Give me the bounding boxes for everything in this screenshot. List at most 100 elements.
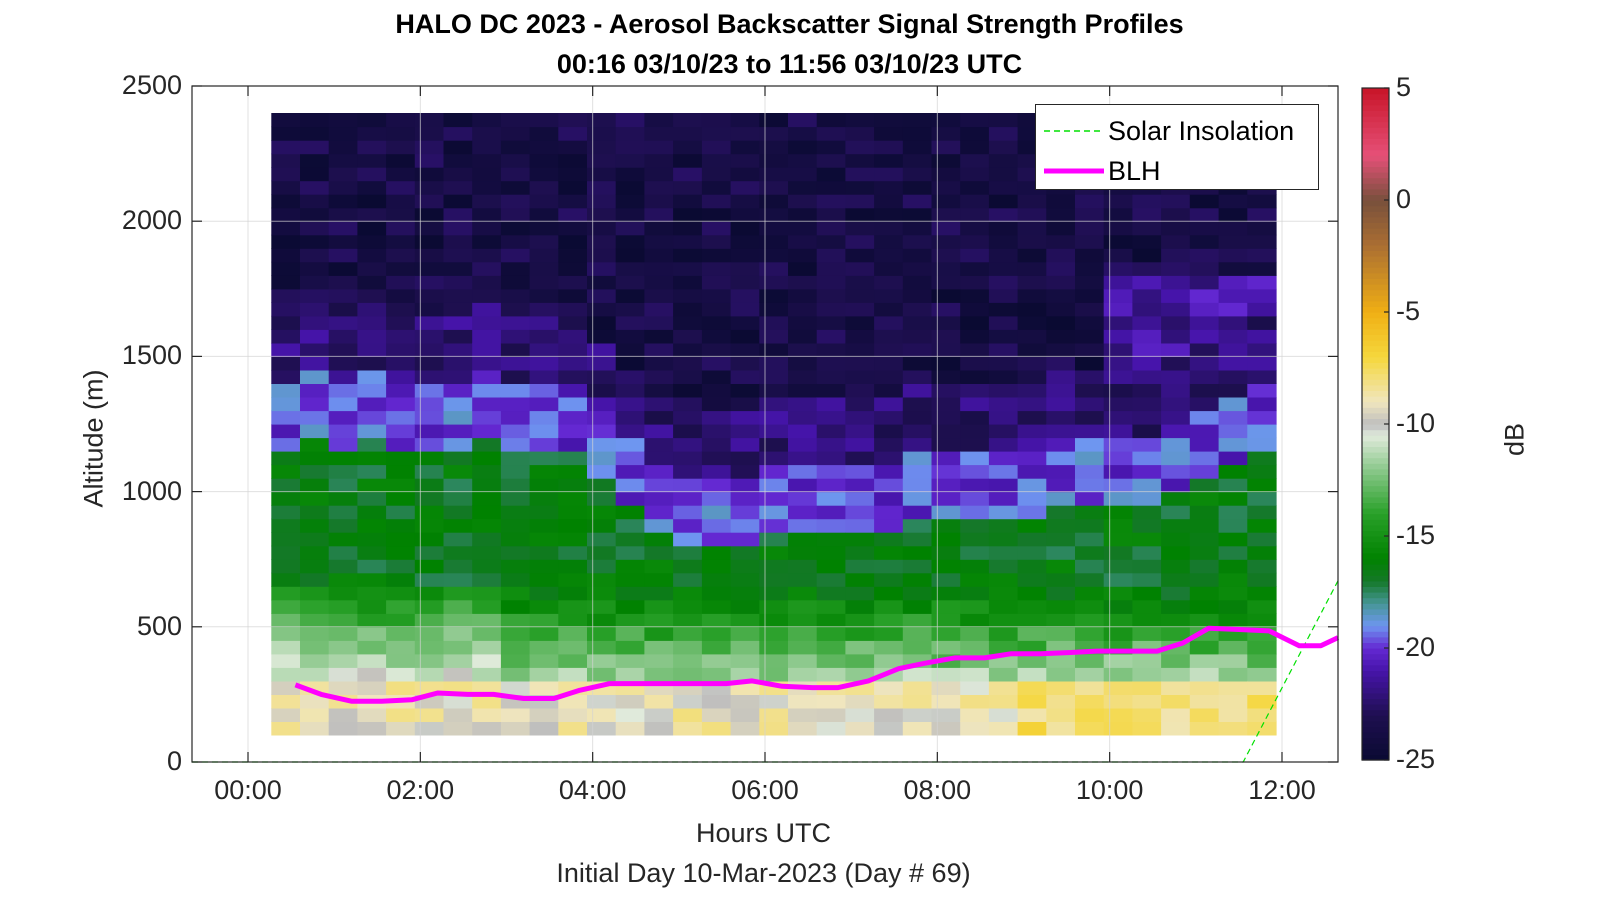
heatmap-cell xyxy=(1103,478,1133,493)
heatmap-cell xyxy=(271,397,301,412)
heatmap-cell xyxy=(673,451,703,466)
heatmap-cell xyxy=(615,640,645,655)
heatmap-cell xyxy=(644,261,674,276)
heatmap-cell xyxy=(271,167,301,182)
heatmap-cell xyxy=(615,234,645,249)
heatmap-cell xyxy=(1218,275,1248,290)
colorbar-segment xyxy=(1362,121,1389,128)
heatmap-cell xyxy=(615,424,645,439)
colorbar-segment xyxy=(1362,328,1389,335)
heatmap-cell xyxy=(845,261,875,276)
heatmap-cell xyxy=(1017,707,1047,722)
heatmap-cell xyxy=(673,559,703,574)
heatmap-cell xyxy=(414,572,445,587)
heatmap-cell xyxy=(960,437,990,452)
heatmap-cell xyxy=(845,491,875,506)
heatmap-cell xyxy=(902,505,933,520)
heatmap-cell xyxy=(472,707,502,722)
heatmap-cell xyxy=(988,261,1019,276)
heatmap-cell xyxy=(644,369,674,384)
heatmap-cell xyxy=(357,180,387,195)
heatmap-cell xyxy=(328,667,358,682)
heatmap-cell xyxy=(730,613,760,628)
heatmap-cell xyxy=(1075,694,1105,709)
heatmap-cell xyxy=(673,275,703,290)
heatmap-cell xyxy=(960,505,990,520)
heatmap-cell xyxy=(472,491,502,506)
heatmap-cell xyxy=(902,613,933,628)
heatmap-cell xyxy=(414,167,445,182)
heatmap-cell xyxy=(988,207,1019,222)
heatmap-cell xyxy=(701,397,732,412)
heatmap-cell xyxy=(960,248,990,263)
heatmap-cell xyxy=(615,207,645,222)
heatmap-cell xyxy=(271,302,301,317)
heatmap-cell xyxy=(644,167,674,182)
heatmap-cell xyxy=(988,626,1019,641)
heatmap-cell xyxy=(328,464,358,479)
heatmap-cell xyxy=(845,383,875,398)
heatmap-cell xyxy=(414,464,445,479)
heatmap-cell xyxy=(1218,207,1248,222)
heatmap-cell xyxy=(845,451,875,466)
colorbar-segment xyxy=(1362,743,1389,750)
heatmap-cell xyxy=(357,464,387,479)
heatmap-cell xyxy=(759,410,789,425)
heatmap-cell xyxy=(759,640,789,655)
heatmap-cell xyxy=(300,613,330,628)
heatmap-cell xyxy=(500,640,531,655)
heatmap-cell xyxy=(701,315,732,330)
heatmap-cell xyxy=(988,491,1019,506)
heatmap-cell xyxy=(902,167,933,182)
heatmap-cell xyxy=(1218,383,1248,398)
heatmap-cell xyxy=(443,329,473,344)
heatmap-cell xyxy=(988,464,1019,479)
heatmap-cell xyxy=(500,397,531,412)
heatmap-cell xyxy=(931,586,961,601)
colorbar-segment xyxy=(1362,239,1389,246)
heatmap-cell xyxy=(587,437,617,452)
heatmap-cell xyxy=(500,329,531,344)
heatmap-cell xyxy=(414,451,445,466)
heatmap-cell xyxy=(759,478,789,493)
heatmap-cell xyxy=(1017,667,1047,682)
heatmap-cell xyxy=(386,626,416,641)
heatmap-cell xyxy=(529,234,559,249)
heatmap-cell xyxy=(960,478,990,493)
heatmap-cell xyxy=(701,613,732,628)
heatmap-cell xyxy=(414,545,445,560)
heatmap-cell xyxy=(271,221,301,236)
heatmap-cell xyxy=(300,491,330,506)
heatmap-cell xyxy=(300,140,330,155)
heatmap-cell xyxy=(1017,721,1047,736)
heatmap-cell xyxy=(500,383,531,398)
heatmap-cell xyxy=(414,613,445,628)
heatmap-cell xyxy=(874,424,904,439)
heatmap-cell xyxy=(386,586,416,601)
heatmap-cell xyxy=(874,397,904,412)
heatmap-cell xyxy=(300,329,330,344)
heatmap-cell xyxy=(328,613,358,628)
heatmap-cell xyxy=(960,221,990,236)
heatmap-cell xyxy=(1189,680,1220,695)
heatmap-cell xyxy=(874,180,904,195)
colorbar-segment xyxy=(1362,597,1389,604)
heatmap-cell xyxy=(1103,451,1133,466)
heatmap-cell xyxy=(673,248,703,263)
heatmap-cell xyxy=(1161,613,1191,628)
heatmap-cell xyxy=(816,329,846,344)
heatmap-cell xyxy=(788,478,818,493)
heatmap-cell xyxy=(472,464,502,479)
heatmap-cell xyxy=(730,302,760,317)
heatmap-cell xyxy=(988,707,1019,722)
heatmap-cell xyxy=(1189,518,1220,533)
heatmap-cell xyxy=(414,640,445,655)
heatmap-cell xyxy=(1218,545,1248,560)
heatmap-cell xyxy=(730,153,760,168)
heatmap-cell xyxy=(414,599,445,614)
heatmap-cell xyxy=(673,613,703,628)
heatmap-cell xyxy=(1017,329,1047,344)
heatmap-cell xyxy=(960,680,990,695)
heatmap-cell xyxy=(902,194,933,209)
heatmap-cell xyxy=(414,478,445,493)
